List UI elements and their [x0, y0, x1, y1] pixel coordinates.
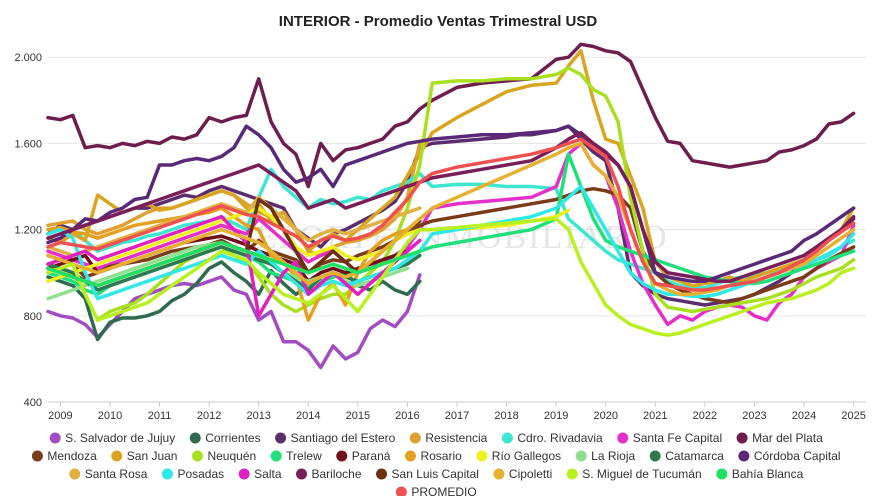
x-tick-label: 2010 — [98, 410, 122, 422]
legend-marker-20[interactable] — [295, 468, 307, 480]
legend-marker-17[interactable] — [69, 468, 81, 480]
legend-label-8[interactable]: San Juan — [127, 449, 178, 463]
series-line-25[interactable] — [46, 137, 856, 292]
x-tick-label: 2013 — [246, 410, 270, 422]
legend-label-4[interactable]: Cdro. Rivadavia — [517, 431, 603, 445]
legend-marker-11[interactable] — [336, 450, 348, 462]
legend-marker-25[interactable] — [395, 486, 407, 496]
legend-label-16[interactable]: Córdoba Capital — [754, 449, 841, 463]
legend-label-18[interactable]: Posadas — [177, 467, 224, 481]
series-line-7[interactable] — [46, 186, 856, 305]
series-line-17[interactable] — [46, 195, 422, 258]
legend-marker-8[interactable] — [111, 450, 123, 462]
legend-marker-24[interactable] — [716, 468, 728, 480]
legend-label-22[interactable]: Cipoletti — [509, 467, 552, 481]
legend-label-21[interactable]: San Luis Capital — [392, 467, 479, 481]
x-tick-label: 2022 — [693, 410, 717, 422]
y-tick-label: 1.200 — [14, 225, 42, 237]
x-tick-label: 2016 — [395, 410, 419, 422]
legend-label-11[interactable]: Paraná — [352, 449, 391, 463]
x-tick-label: 2018 — [494, 410, 518, 422]
legend-label-3[interactable]: Resistencia — [425, 431, 487, 445]
legend-marker-7[interactable] — [31, 450, 43, 462]
legend-marker-22[interactable] — [493, 468, 505, 480]
legend-marker-21[interactable] — [376, 468, 388, 480]
legend-label-7[interactable]: Mendoza — [47, 449, 97, 463]
legend-label-1[interactable]: Corrientes — [205, 431, 260, 445]
y-tick-label: 400 — [24, 397, 42, 409]
y-tick-label: 1.600 — [14, 138, 42, 150]
legend-marker-10[interactable] — [270, 450, 282, 462]
legend-marker-19[interactable] — [238, 468, 250, 480]
legend-label-25[interactable]: PROMEDIO — [411, 485, 476, 496]
x-tick-label: 2023 — [742, 410, 766, 422]
legend-marker-4[interactable] — [501, 432, 513, 444]
y-tick-label: 2.000 — [14, 52, 42, 64]
legend-label-20[interactable]: Bariloche — [311, 467, 361, 481]
x-tick-label: 2015 — [346, 410, 370, 422]
legend-marker-2[interactable] — [275, 432, 287, 444]
x-tick-label: 2021 — [643, 410, 667, 422]
x-tick-label: 2019 — [544, 410, 568, 422]
legend-marker-13[interactable] — [476, 450, 488, 462]
legend-marker-0[interactable] — [49, 432, 61, 444]
legend-marker-18[interactable] — [161, 468, 173, 480]
legend-label-6[interactable]: Mar del Plata — [752, 431, 823, 445]
legend-marker-23[interactable] — [566, 468, 578, 480]
series-line-16[interactable] — [46, 124, 856, 284]
series-layer — [46, 42, 856, 370]
legend-label-13[interactable]: Río Gallegos — [492, 449, 561, 463]
x-tick-label: 2020 — [593, 410, 617, 422]
legend-label-14[interactable]: La Rioja — [591, 449, 635, 463]
legend-label-2[interactable]: Santiago del Estero — [291, 431, 396, 445]
legend-label-17[interactable]: Santa Rosa — [85, 467, 148, 481]
legend-label-12[interactable]: Rosario — [420, 449, 462, 463]
legend-marker-3[interactable] — [409, 432, 421, 444]
legend-label-24[interactable]: Bahía Blanca — [732, 467, 804, 481]
chart-title: INTERIOR - Promedio Ventas Trimestral US… — [279, 13, 598, 30]
legend-label-5[interactable]: Santa Fe Capital — [633, 431, 722, 445]
legend-label-0[interactable]: S. Salvador de Jujuy — [65, 431, 175, 445]
y-tick-label: 800 — [24, 311, 42, 323]
legend-marker-1[interactable] — [189, 432, 201, 444]
legend-marker-6[interactable] — [736, 432, 748, 444]
x-tick-label: 2014 — [296, 410, 320, 422]
legend-marker-5[interactable] — [617, 432, 629, 444]
series-line-24[interactable] — [46, 240, 422, 288]
series-line-4[interactable] — [46, 167, 856, 290]
series-line-19[interactable] — [46, 214, 422, 318]
x-tick-label: 2017 — [445, 410, 469, 422]
axis-layer: 400 800 1.200 1.600 2.000 2009 2010 2011 2012 201… — [14, 52, 866, 422]
legend-marker-9[interactable] — [191, 450, 203, 462]
legend-label-10[interactable]: Trelew — [286, 449, 322, 463]
x-tick-label: 2009 — [48, 410, 72, 422]
legend-label-19[interactable]: Salta — [254, 467, 282, 481]
x-tick-label: 2025 — [841, 410, 865, 422]
series-line-23[interactable] — [46, 217, 856, 337]
series-line-6[interactable] — [46, 42, 856, 189]
legend-marker-14[interactable] — [575, 450, 587, 462]
legend-layer: S. Salvador de Jujuy Corrientes Santiago d… — [31, 431, 841, 496]
legend-label-23[interactable]: S. Miguel de Tucumán — [582, 467, 701, 481]
x-tick-label: 2012 — [197, 410, 221, 422]
legend-marker-16[interactable] — [738, 450, 750, 462]
x-tick-label: 2011 — [148, 410, 172, 422]
x-tick-label: 2024 — [792, 410, 816, 422]
legend-label-9[interactable]: Neuquén — [207, 449, 256, 463]
legend-label-15[interactable]: Catamarca — [665, 449, 724, 463]
legend-marker-15[interactable] — [649, 450, 661, 462]
legend-marker-12[interactable] — [404, 450, 416, 462]
